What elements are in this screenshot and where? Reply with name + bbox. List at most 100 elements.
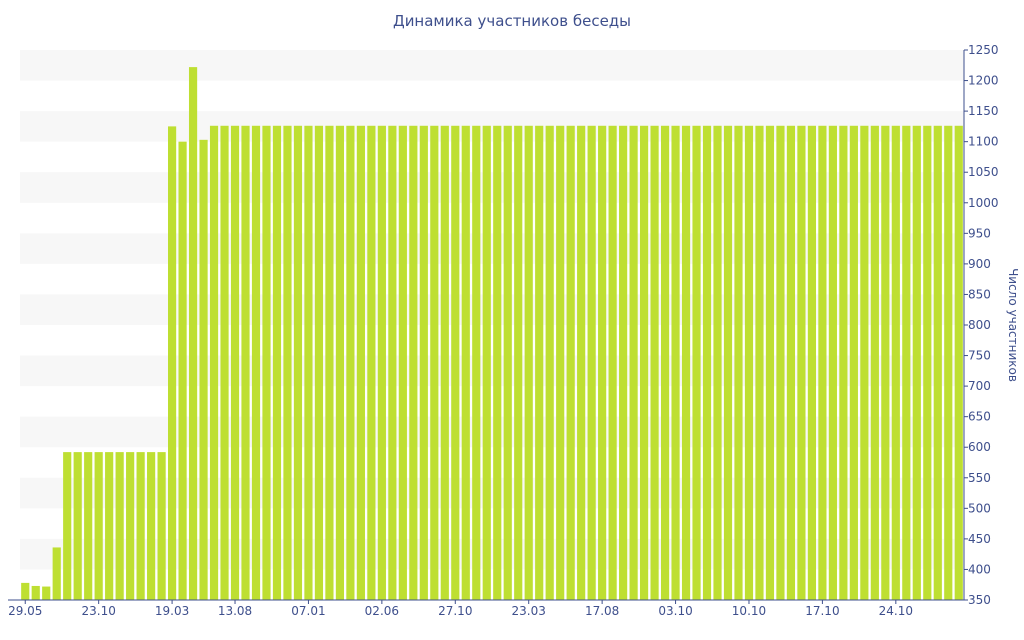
grid-band <box>20 50 964 81</box>
x-tick-label: 17.10 <box>805 604 839 618</box>
bar <box>493 125 502 601</box>
bar <box>577 125 586 601</box>
y-tick-label: 1100 <box>968 135 999 149</box>
bar <box>409 125 418 601</box>
bar <box>650 125 659 601</box>
x-tick-label: 17.08 <box>585 604 619 618</box>
bar <box>147 452 156 600</box>
y-axis-title: Число участников <box>1006 268 1020 382</box>
bar <box>734 125 743 601</box>
bar <box>797 125 806 601</box>
bar <box>629 125 638 601</box>
bar <box>944 125 953 601</box>
x-tick-label: 24.10 <box>879 604 913 618</box>
grid-band <box>20 355 964 387</box>
bar <box>514 125 523 601</box>
x-tick-label: 23.03 <box>512 604 546 618</box>
bar <box>430 125 439 601</box>
bar <box>21 582 30 600</box>
bar <box>881 125 890 601</box>
bar <box>230 125 240 601</box>
bar <box>692 125 701 601</box>
y-tick-label: 950 <box>968 226 991 240</box>
bar <box>839 125 848 601</box>
bar <box>304 125 313 601</box>
bar <box>681 125 691 601</box>
bar <box>923 125 932 601</box>
bar <box>94 452 103 600</box>
bar <box>241 125 250 601</box>
bar <box>335 125 345 601</box>
x-tick-label: 23.10 <box>81 604 115 618</box>
bar <box>272 125 282 601</box>
bar <box>619 125 628 601</box>
x-tick-label: 10.10 <box>732 604 766 618</box>
bar <box>209 125 219 601</box>
bar <box>566 125 575 601</box>
bar <box>115 452 124 600</box>
bar <box>84 452 93 600</box>
bar <box>105 452 114 600</box>
bar <box>73 452 82 600</box>
y-tick-label: 350 <box>968 593 991 607</box>
grid-band <box>20 294 964 325</box>
bar <box>786 125 796 601</box>
bar <box>220 125 229 601</box>
y-tick-label: 900 <box>968 257 991 271</box>
bar <box>314 125 324 601</box>
bar <box>556 125 565 601</box>
bar <box>461 125 470 601</box>
bar <box>346 125 355 601</box>
y-tick-label: 1150 <box>968 104 999 118</box>
bar <box>902 125 911 601</box>
y-tick-label: 650 <box>968 410 991 424</box>
bar <box>608 125 617 601</box>
bar <box>912 125 921 601</box>
bar <box>713 125 722 601</box>
bar <box>188 67 198 601</box>
y-tick-label: 1200 <box>968 74 999 88</box>
x-tick-label: 02.06 <box>365 604 399 618</box>
bar <box>52 547 61 600</box>
bar <box>262 125 271 601</box>
y-tick-label: 500 <box>968 501 991 515</box>
grid-band <box>20 111 964 142</box>
x-tick-label: 27.10 <box>438 604 472 618</box>
y-tick-label: 1050 <box>968 165 999 179</box>
bar <box>293 125 303 601</box>
bar <box>535 125 544 601</box>
y-tick-label: 700 <box>968 379 991 393</box>
y-tick-label: 1000 <box>968 196 999 210</box>
y-tick-label: 400 <box>968 562 991 576</box>
grid-bands <box>20 50 964 570</box>
grid-band <box>20 416 964 448</box>
bar <box>671 125 680 601</box>
bar <box>178 141 187 600</box>
y-tick-label: 750 <box>968 349 991 363</box>
bar <box>744 125 754 601</box>
bar <box>388 125 397 601</box>
grid-band <box>20 477 964 509</box>
bar <box>755 125 764 601</box>
bar <box>398 125 407 601</box>
bar <box>472 125 481 601</box>
bar <box>136 452 145 600</box>
x-tick-label: 29.05 <box>8 604 42 618</box>
bar <box>251 125 261 601</box>
bar <box>587 125 596 601</box>
x-tick-label: 07.01 <box>291 604 325 618</box>
x-axis: 29.05 23.10 19.03 13.08 07.01 02.06 27.10 23.03… <box>8 599 964 618</box>
y-tick-label: 600 <box>968 440 991 454</box>
bar <box>367 125 376 601</box>
bar <box>702 125 712 601</box>
bar <box>860 125 869 601</box>
x-tick-label: 19.03 <box>155 604 189 618</box>
y-tick-label: 450 <box>968 532 991 546</box>
bar <box>765 125 775 601</box>
bar <box>325 125 334 601</box>
grid-band <box>20 233 964 264</box>
grid-band <box>20 172 964 203</box>
bar <box>524 125 533 601</box>
y-tick-label: 1250 <box>968 43 999 57</box>
bar <box>870 125 879 601</box>
